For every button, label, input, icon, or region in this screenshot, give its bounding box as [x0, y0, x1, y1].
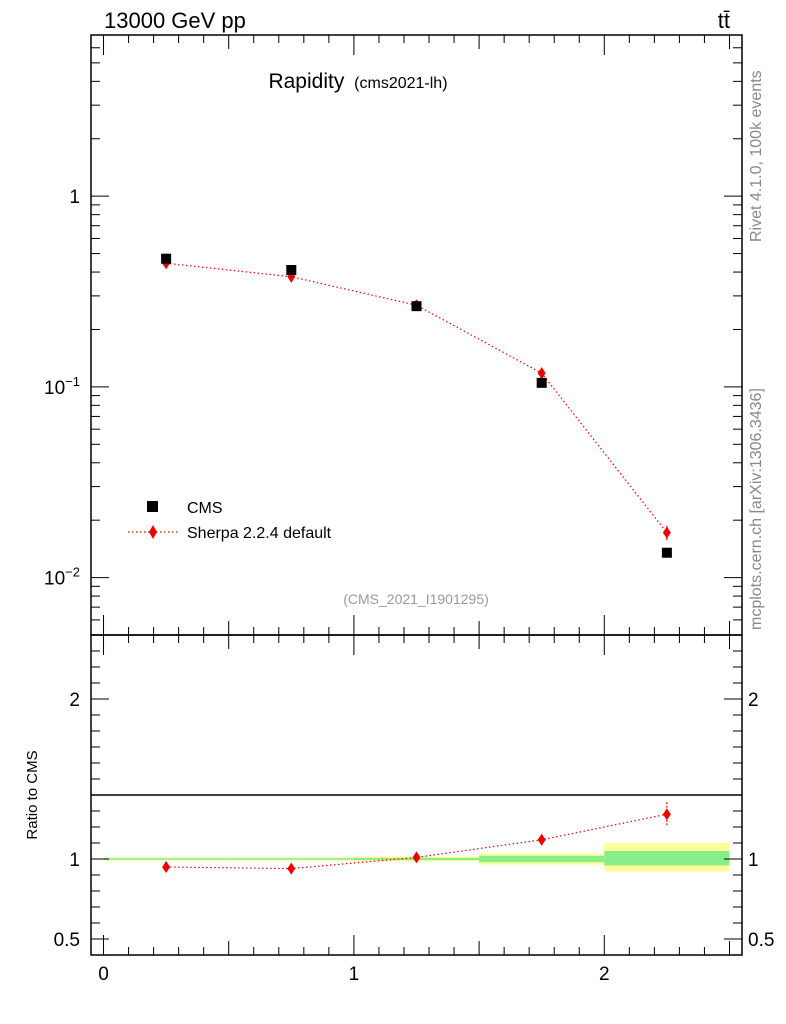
ratio-y-tick-label-right: 1	[748, 850, 759, 871]
ratio-band-inner	[479, 855, 605, 863]
ratio-mc-point	[162, 861, 171, 873]
ratio-mc-point	[662, 808, 671, 821]
main-y-tick-base: 10	[44, 378, 65, 399]
legend-mc-marker	[149, 525, 157, 539]
main-y-ticks	[91, 34, 742, 636]
main-y-tick-label: 1	[69, 187, 80, 208]
data-point	[661, 547, 672, 558]
ratio-band-inner	[228, 858, 354, 860]
main-y-tick-base: 10	[44, 569, 65, 590]
data-point	[286, 265, 297, 276]
ratio-y-tick-label-right: 0.5	[748, 930, 774, 951]
mcplots-reference-label: mcplots.cern.ch [arXiv:1306.3436]	[748, 388, 765, 630]
mc-point	[537, 367, 546, 380]
x-tick-labels: 0 1 2	[98, 964, 609, 985]
x-tick-label: 2	[599, 964, 610, 985]
ratio-mc-point	[287, 862, 296, 875]
legend: CMS Sherpa 2.2.4 default	[128, 500, 332, 542]
ratio-y-ticks	[91, 634, 742, 956]
process-label: tt̄	[718, 8, 730, 33]
analysis-label: (CMS_2021_I1901295)	[343, 591, 489, 607]
main-y-tick-base: 1	[69, 187, 80, 208]
ratio-y-axis-label: Ratio to CMS	[24, 750, 41, 839]
rivet-version-label: Rivet 4.1.0, 100k events	[748, 70, 765, 242]
legend-mc-label: Sherpa 2.2.4 default	[187, 525, 332, 542]
ratio-y-tick-label-left: 0.5	[54, 930, 80, 951]
data-point	[161, 253, 172, 264]
chart-title: Rapidity (cms2021-lh)	[268, 70, 447, 93]
main-y-tick-label: 10−1	[44, 374, 80, 399]
main-panel: 110−110−2 Rapidity (cms2021-lh) (CMS_202…	[44, 34, 743, 636]
data-point	[536, 377, 547, 388]
ratio-panel: 0.5 0.5 1 1 2 2 0 1 2 Ratio to CMS	[24, 634, 775, 985]
ratio-mc-point	[412, 851, 421, 864]
chart-title-text: Rapidity	[268, 70, 344, 93]
main-y-tick-label: 10−2	[44, 565, 80, 590]
legend-data-label: CMS	[187, 500, 223, 517]
ratio-x-ticks	[103, 635, 730, 955]
chart-subtitle-text: (cms2021-lh)	[354, 75, 447, 92]
mc-line-main	[166, 262, 668, 534]
ratio-mc-point	[537, 833, 546, 846]
ratio-y-tick-label-right: 2	[748, 690, 759, 711]
main-x-ticks	[103, 35, 730, 635]
energy-label: 13000 GeV pp	[104, 8, 246, 33]
ratio-band-inner	[103, 858, 229, 860]
x-tick-label: 1	[349, 964, 360, 985]
main-y-tick-exponent: −2	[65, 565, 80, 580]
data-points-main	[161, 253, 672, 558]
ratio-mc-points	[162, 802, 671, 875]
legend-data-marker	[147, 501, 158, 512]
data-point	[411, 301, 422, 312]
mc-points-main	[162, 257, 671, 541]
main-panel-frame	[90, 34, 743, 636]
main-y-tick-labels: 110−110−2	[44, 187, 80, 589]
x-tick-label: 0	[98, 964, 109, 985]
ratio-y-tick-label-left: 2	[69, 690, 80, 711]
ratio-y-tick-labels: 0.5 0.5 1 1 2 2	[54, 690, 775, 951]
ratio-band-inner	[604, 851, 730, 866]
mc-curve-main	[166, 262, 668, 534]
mc-point	[662, 526, 671, 539]
main-y-tick-exponent: −1	[65, 374, 80, 389]
ratio-y-tick-label-left: 1	[69, 850, 80, 871]
